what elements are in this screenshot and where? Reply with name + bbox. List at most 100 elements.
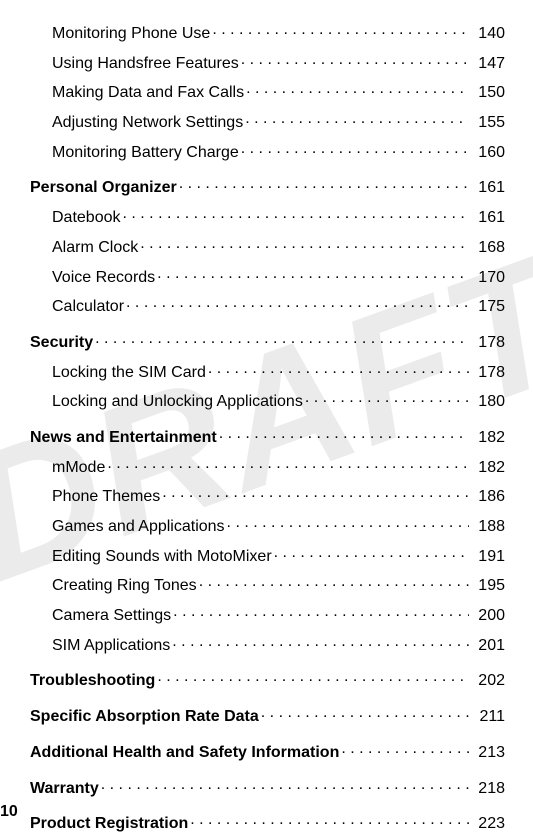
toc-page-number: 140 — [471, 26, 505, 42]
toc-page-number: 147 — [471, 56, 505, 72]
toc-label: Calculator — [52, 299, 124, 315]
toc-page-number: 168 — [471, 240, 505, 256]
toc-label: Games and Applications — [52, 519, 225, 535]
toc-label: Making Data and Fax Calls — [52, 85, 244, 101]
toc-heading-row: Specific Absorption Rate Data 211 — [30, 705, 505, 725]
toc-label: Voice Records — [52, 270, 155, 286]
toc-sub-row: Using Handsfree Features 147 — [30, 52, 505, 72]
toc-sub-row: Datebook 161 — [30, 206, 505, 226]
toc-page-number: 161 — [471, 210, 505, 226]
dot-leader — [140, 236, 469, 252]
toc-page-number: 191 — [471, 549, 505, 565]
dot-leader — [126, 295, 469, 311]
toc-sub-row: mMode 182 — [30, 456, 505, 476]
toc-page-number: 218 — [471, 781, 505, 797]
toc-label: SIM Applications — [52, 638, 170, 654]
toc-page-number: 170 — [471, 270, 505, 286]
toc-sub-row: Phone Themes 186 — [30, 485, 505, 505]
toc-sub-row: Making Data and Fax Calls 150 — [30, 81, 505, 101]
dot-leader — [341, 741, 469, 757]
dot-leader — [157, 266, 469, 282]
toc-page-number: 202 — [471, 673, 505, 689]
toc-sub-row: Adjusting Network Settings 155 — [30, 111, 505, 131]
toc-page-number: 161 — [471, 180, 505, 196]
toc-page-number: 211 — [471, 709, 505, 725]
toc-sub-row: Camera Settings200 — [30, 604, 505, 624]
dot-leader — [107, 456, 469, 472]
dot-leader — [179, 176, 469, 192]
toc-label: Creating Ring Tones — [52, 578, 197, 594]
toc-page-number: 178 — [471, 365, 505, 381]
dot-leader — [227, 515, 469, 531]
toc-sub-row: Games and Applications 188 — [30, 515, 505, 535]
dot-leader — [157, 669, 469, 685]
dot-leader — [190, 812, 469, 828]
toc-label: Warranty — [30, 781, 99, 797]
dot-leader — [245, 111, 469, 127]
toc-page-number: 223 — [471, 816, 505, 832]
dot-leader — [261, 705, 469, 721]
toc-label: Adjusting Network Settings — [52, 115, 243, 131]
toc-sub-row: Alarm Clock 168 — [30, 236, 505, 256]
dot-leader — [172, 634, 469, 650]
toc-label: Specific Absorption Rate Data — [30, 709, 259, 725]
toc-heading-row: Product Registration 223 — [30, 812, 505, 832]
toc-page-number: 178 — [471, 335, 505, 351]
toc-label: Monitoring Battery Charge — [52, 145, 239, 161]
dot-leader — [305, 390, 469, 406]
toc-page-number: 182 — [471, 430, 505, 446]
dot-leader — [123, 206, 470, 222]
dot-leader — [219, 426, 469, 442]
toc-page-number: 201 — [471, 638, 505, 654]
dot-leader — [95, 331, 469, 347]
dot-leader — [212, 22, 469, 38]
toc-heading-row: Additional Health and Safety Information… — [30, 741, 505, 761]
toc-label: Locking and Unlocking Applications — [52, 394, 303, 410]
toc-label: Additional Health and Safety Information — [30, 745, 339, 761]
toc-sub-row: Voice Records 170 — [30, 266, 505, 286]
toc-page-number: 195 — [471, 578, 505, 594]
toc-page-number: 180 — [471, 394, 505, 410]
toc-label: mMode — [52, 460, 105, 476]
dot-leader — [241, 141, 469, 157]
toc-page-number: 182 — [471, 460, 505, 476]
dot-leader — [173, 604, 469, 620]
toc-sub-row: Calculator 175 — [30, 295, 505, 315]
table-of-contents: Monitoring Phone Use 140 Using Handsfree F… — [30, 22, 505, 837]
toc-label: Editing Sounds with MotoMixer — [52, 549, 272, 565]
toc-page-number: 213 — [471, 745, 505, 761]
toc-label: Monitoring Phone Use — [52, 26, 210, 42]
toc-heading-row: Warranty 218 — [30, 777, 505, 797]
toc-sub-row: Locking the SIM Card178 — [30, 361, 505, 381]
toc-label: Security — [30, 335, 93, 351]
toc-sub-row: Monitoring Battery Charge160 — [30, 141, 505, 161]
toc-heading-row: Troubleshooting 202 — [30, 669, 505, 689]
toc-sub-row: Monitoring Phone Use 140 — [30, 22, 505, 42]
toc-heading-row: News and Entertainment182 — [30, 426, 505, 446]
toc-label: Personal Organizer — [30, 180, 177, 196]
page: DRAFT Monitoring Phone Use140Using Hands… — [0, 0, 533, 837]
toc-page-number: 150 — [471, 85, 505, 101]
dot-leader — [246, 81, 469, 97]
toc-label: Troubleshooting — [30, 673, 155, 689]
toc-label: Phone Themes — [52, 489, 160, 505]
toc-sub-row: Editing Sounds with MotoMixer 191 — [30, 545, 505, 565]
toc-page-number: 155 — [471, 115, 505, 131]
toc-label: Using Handsfree Features — [52, 56, 239, 72]
toc-page-number: 188 — [471, 519, 505, 535]
toc-sub-row: Locking and Unlocking Applications 180 — [30, 390, 505, 410]
dot-leader — [241, 52, 469, 68]
footer-page-number: 10 — [0, 803, 18, 821]
toc-heading-row: Personal Organizer 161 — [30, 176, 505, 196]
toc-label: Alarm Clock — [52, 240, 138, 256]
toc-label: Product Registration — [30, 816, 188, 832]
toc-page-number: 175 — [471, 299, 505, 315]
toc-page-number: 186 — [471, 489, 505, 505]
toc-label: Datebook — [52, 210, 121, 226]
dot-leader — [199, 574, 469, 590]
dot-leader — [274, 545, 469, 561]
dot-leader — [101, 777, 469, 793]
toc-sub-row: SIM Applications 201 — [30, 634, 505, 654]
toc-heading-row: Security 178 — [30, 331, 505, 351]
toc-sub-row: Creating Ring Tones 195 — [30, 574, 505, 594]
